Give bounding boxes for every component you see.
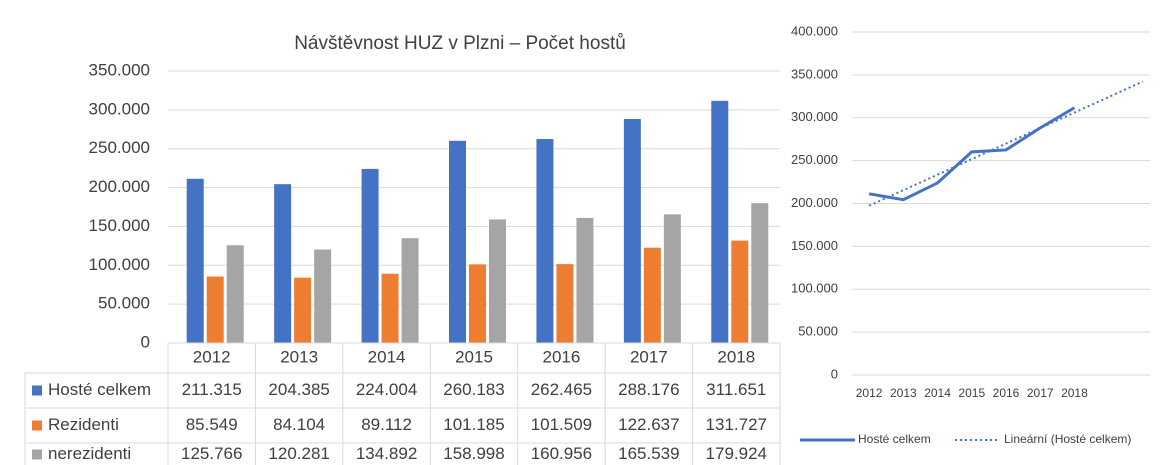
bar — [294, 277, 312, 343]
x-tick-label: 2016 — [993, 386, 1020, 400]
table-value: 89.112 — [361, 415, 412, 434]
x-tick-label: 2014 — [924, 386, 951, 400]
table-value: 134.892 — [356, 444, 417, 463]
legend-label: nerezidenti — [48, 444, 131, 463]
chart-title: Návštěvnost HUZ v Plzni – Počet hostů — [294, 33, 626, 54]
table-value: 84.104 — [273, 415, 325, 434]
table-value: 158.998 — [443, 444, 504, 463]
bar — [536, 139, 554, 343]
y-tick-label: 200.000 — [791, 195, 838, 210]
bar — [274, 184, 292, 343]
line — [868, 106, 1076, 202]
y-tick-label: 350.000 — [791, 66, 838, 81]
y-tick-label: 0 — [831, 366, 838, 381]
x-tick-label: 2015 — [958, 386, 985, 400]
bar — [556, 264, 574, 343]
y-tick-label: 300.000 — [89, 99, 150, 118]
legend-label: Hosté celkem — [48, 380, 151, 399]
table-value: 85.549 — [186, 415, 238, 434]
y-tick-label: 350.000 — [89, 60, 150, 79]
y-tick-label: 400.000 — [791, 23, 838, 38]
bar — [381, 273, 399, 343]
table-value: 101.185 — [443, 415, 504, 434]
y-tick-label: 150.000 — [791, 238, 838, 253]
y-tick-label: 300.000 — [791, 109, 838, 124]
bar — [469, 264, 486, 343]
bar — [186, 178, 204, 343]
bar — [731, 240, 749, 343]
x-tick-label: 2013 — [280, 347, 318, 366]
bar — [206, 276, 224, 343]
y-tick-label: 250.000 — [791, 152, 838, 167]
table-value: 160.956 — [531, 444, 592, 463]
x-tick-label: 2016 — [543, 347, 581, 366]
x-tick-label: 2018 — [1061, 386, 1088, 400]
bar — [663, 214, 681, 343]
y-tick-label: 0 — [141, 332, 150, 351]
bar — [751, 203, 769, 343]
bar — [489, 219, 506, 343]
y-tick-label: 100.000 — [791, 281, 838, 296]
table-value: 131.727 — [706, 415, 767, 434]
x-tick-label: 2012 — [193, 347, 231, 366]
table-value: 288.176 — [618, 380, 679, 399]
bar — [623, 119, 641, 343]
table-value: 120.281 — [268, 444, 329, 463]
bar — [361, 168, 379, 343]
table-value: 122.637 — [618, 415, 679, 434]
bar — [401, 238, 419, 343]
table-value: 125.766 — [181, 444, 242, 463]
bar — [226, 245, 244, 343]
bar — [711, 100, 729, 344]
legend-swatch — [32, 449, 42, 460]
x-tick-label: 2017 — [630, 347, 668, 366]
legend-label: Rezidenti — [48, 415, 119, 434]
table-value: 101.509 — [531, 415, 592, 434]
table-value: 204.385 — [268, 380, 329, 399]
legend-label: Lineární (Hosté celkem) — [1004, 432, 1131, 446]
y-tick-label: 50.000 — [798, 324, 838, 339]
table-value: 211.315 — [182, 380, 242, 399]
bar — [314, 249, 332, 343]
x-tick-label: 2015 — [455, 347, 493, 366]
y-tick-label: 50.000 — [98, 294, 150, 313]
y-tick-label: 250.000 — [89, 138, 150, 157]
legend-swatch — [32, 385, 42, 396]
x-tick-label: 2014 — [368, 347, 406, 366]
x-tick-label: 2018 — [717, 347, 755, 366]
y-tick-label: 100.000 — [89, 255, 150, 274]
bar — [643, 247, 661, 343]
x-tick-label: 2017 — [1027, 386, 1054, 400]
y-tick-label: 150.000 — [89, 216, 150, 235]
bar — [449, 140, 466, 343]
bar — [576, 217, 594, 343]
table-value: 224.004 — [356, 380, 417, 399]
table-value: 179.924 — [706, 444, 767, 463]
table-value: 165.539 — [618, 444, 679, 463]
legend-label: Hosté celkem — [858, 432, 931, 446]
x-tick-label: 2012 — [856, 386, 883, 400]
y-tick-label: 200.000 — [89, 177, 150, 196]
trend-line — [868, 80, 1144, 207]
x-tick-label: 2013 — [890, 386, 917, 400]
legend-swatch — [32, 420, 42, 431]
table-value: 262.465 — [531, 380, 592, 399]
table-value: 260.183 — [443, 380, 504, 399]
table-value: 311.651 — [706, 380, 766, 399]
